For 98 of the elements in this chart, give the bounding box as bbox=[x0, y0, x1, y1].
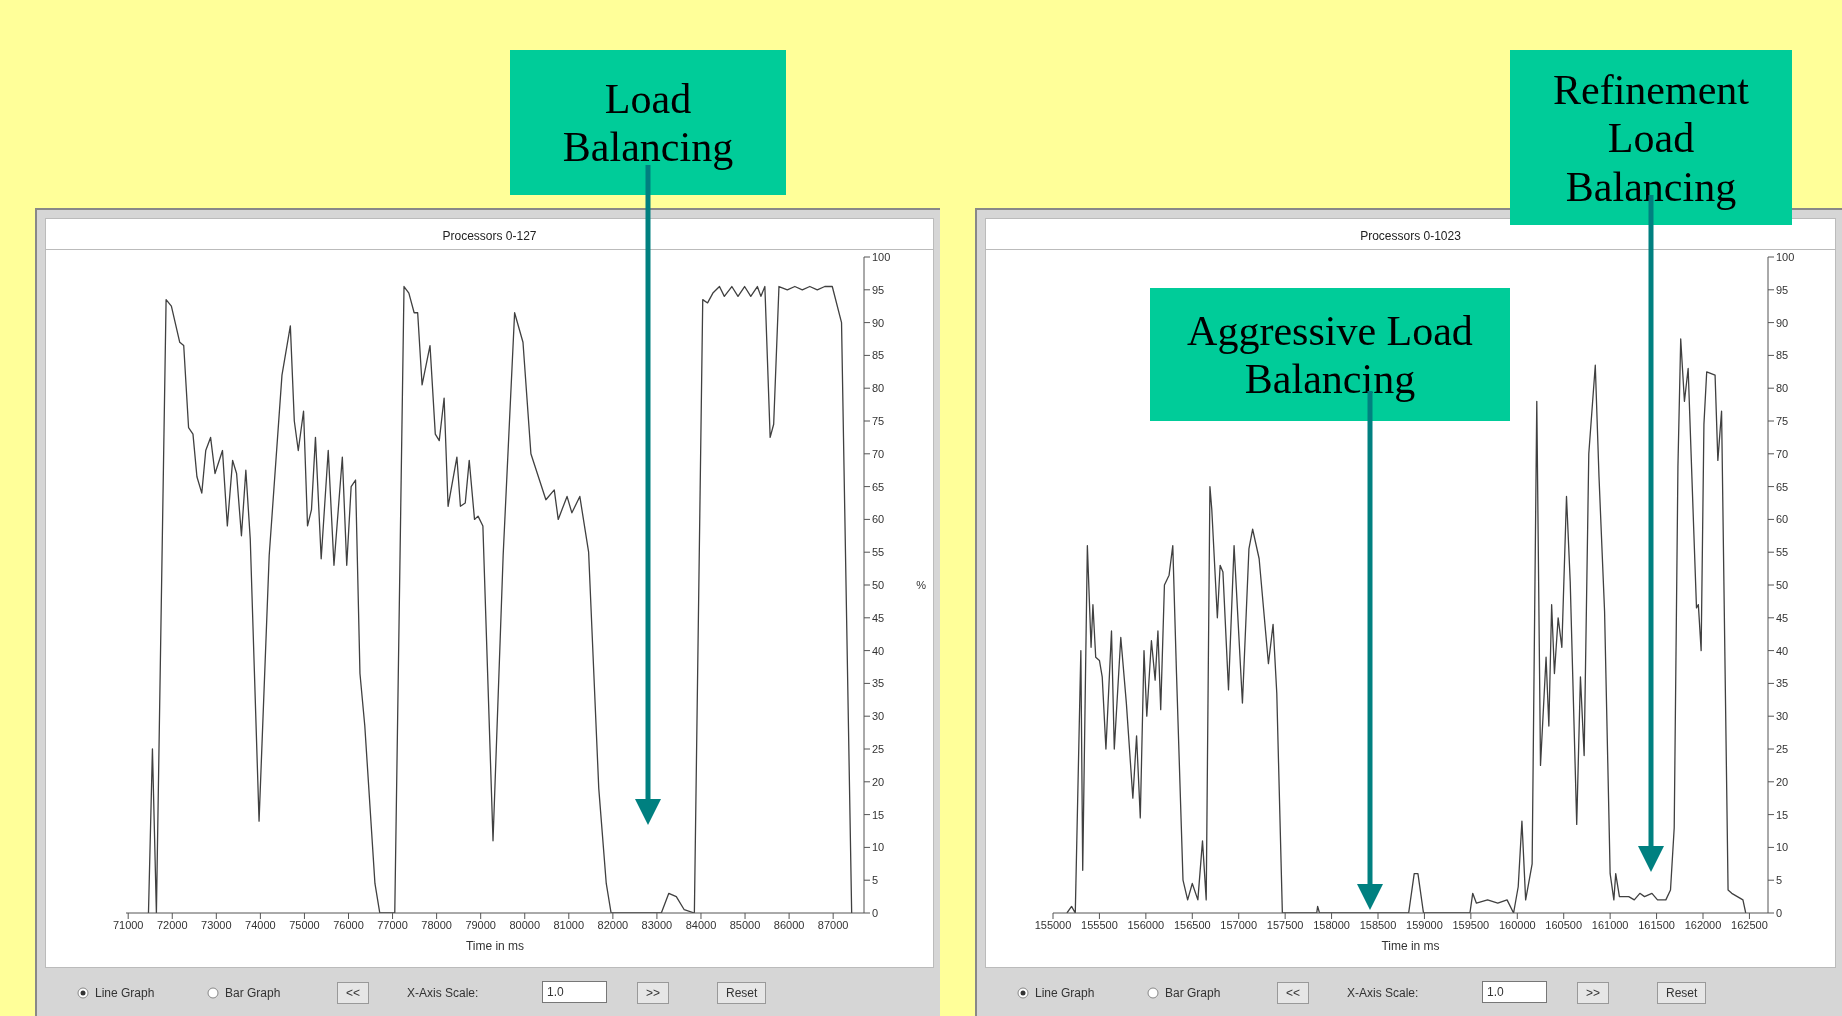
text: X-Axis Scale: bbox=[407, 986, 479, 1000]
y-tick-label: 40 bbox=[872, 644, 885, 657]
text: Bar Graph bbox=[225, 986, 281, 1000]
y-tick-label: 100 bbox=[872, 250, 891, 263]
x-tick-label: 160000 bbox=[1498, 918, 1536, 931]
y-tick-label: 45 bbox=[1776, 611, 1789, 624]
text: Line Graph bbox=[1035, 986, 1095, 1000]
y-tick-label: 5 bbox=[1776, 874, 1783, 887]
text: << bbox=[1277, 982, 1310, 1004]
y-tick-label: 85 bbox=[1776, 349, 1789, 362]
y-tick-label: 55 bbox=[1776, 546, 1789, 559]
text: 1.0 bbox=[1482, 981, 1547, 1003]
x-tick-label: 160500 bbox=[1545, 918, 1583, 931]
y-tick-label: 65 bbox=[1776, 480, 1789, 493]
y-tick-label: 50 bbox=[872, 578, 885, 591]
x-tick-label: 162000 bbox=[1684, 918, 1722, 931]
text: Refinement Load Balancing bbox=[1553, 66, 1750, 210]
y-tick-label: 100 bbox=[1776, 250, 1795, 263]
x-axis-title: Time in ms bbox=[1381, 939, 1440, 953]
x-tick-label: 155000 bbox=[1034, 918, 1072, 931]
text: Bar Graph bbox=[1165, 986, 1221, 1000]
y-tick-label: 40 bbox=[1776, 644, 1789, 657]
text: Reset bbox=[717, 982, 767, 1004]
x-tick-label: 85000 bbox=[729, 918, 761, 931]
y-tick-label: 60 bbox=[1776, 513, 1789, 526]
text: >> bbox=[637, 982, 670, 1004]
x-tick-label: 80000 bbox=[509, 918, 541, 931]
x-tick-label: 162500 bbox=[1731, 918, 1768, 931]
x-tick-label: 156500 bbox=[1173, 918, 1211, 931]
y-tick-label: 75 bbox=[872, 414, 885, 427]
y-tick-label: 80 bbox=[872, 382, 885, 395]
x-axis-title: Time in ms bbox=[465, 939, 525, 953]
x-tick-label: 72000 bbox=[156, 918, 188, 931]
x-tick-label: 161000 bbox=[1591, 918, 1629, 931]
x-tick-label: 158500 bbox=[1359, 918, 1397, 931]
y-tick-label: 45 bbox=[872, 611, 885, 624]
y-tick-label: 70 bbox=[1776, 447, 1789, 460]
y-tick-label: 70 bbox=[872, 447, 885, 460]
x-tick-label: 161500 bbox=[1638, 918, 1675, 931]
x-tick-label: 84000 bbox=[685, 918, 717, 931]
text: << bbox=[337, 982, 370, 1004]
y-tick-label: 90 bbox=[872, 316, 885, 329]
y-tick-label: 65 bbox=[872, 480, 885, 493]
text: 1.0 bbox=[542, 981, 607, 1003]
x-tick-label: 78000 bbox=[421, 918, 452, 931]
y-tick-label: 5 bbox=[872, 874, 879, 887]
y-tick-label: 30 bbox=[1776, 710, 1789, 723]
y-tick-label: 25 bbox=[1776, 742, 1789, 755]
text: Line Graph bbox=[95, 986, 155, 1000]
y-tick-label: 0 bbox=[872, 906, 879, 919]
y-tick-label: 60 bbox=[872, 513, 885, 526]
y-tick-label: 75 bbox=[1776, 414, 1789, 427]
y-tick-label: 0 bbox=[1776, 906, 1783, 919]
x-tick-label: 87000 bbox=[817, 918, 849, 931]
y-tick-label: 20 bbox=[872, 775, 885, 788]
chart-title: Processors 0-1023 bbox=[1359, 229, 1462, 243]
x-tick-label: 82000 bbox=[597, 918, 629, 931]
x-tick-label: 158000 bbox=[1313, 918, 1350, 931]
y-tick-label: 25 bbox=[872, 742, 885, 755]
y-tick-label: 30 bbox=[872, 710, 885, 723]
x-tick-label: 75000 bbox=[289, 918, 320, 931]
text: >> bbox=[1577, 982, 1610, 1004]
y-tick-label: 15 bbox=[1776, 808, 1789, 821]
line-series bbox=[147, 285, 853, 913]
chart-title: Processors 0-127 bbox=[441, 229, 538, 243]
x-tick-label: 159500 bbox=[1452, 918, 1490, 931]
annotation: Aggressive Load Balancing bbox=[1187, 308, 1473, 403]
text: Load Balancing bbox=[562, 76, 734, 171]
x-tick-label: 155500 bbox=[1081, 918, 1118, 931]
x-tick-label: 83000 bbox=[641, 918, 673, 931]
y-tick-label: 80 bbox=[1776, 382, 1789, 395]
y-tick-label: 50 bbox=[1776, 578, 1789, 591]
x-tick-label: 74000 bbox=[245, 918, 276, 931]
y-tick-label: 15 bbox=[872, 808, 885, 821]
x-tick-label: 86000 bbox=[773, 918, 805, 931]
x-tick-label: 73000 bbox=[201, 918, 232, 931]
x-tick-label: 81000 bbox=[553, 918, 585, 931]
x-tick-label: 77000 bbox=[377, 918, 408, 931]
y-tick-label: 20 bbox=[1776, 775, 1789, 788]
x-tick-label: 71000 bbox=[112, 918, 144, 931]
y-axis-title: % bbox=[916, 578, 927, 591]
x-tick-label: 157000 bbox=[1220, 918, 1258, 931]
y-tick-label: 95 bbox=[1776, 283, 1789, 296]
y-tick-label: 90 bbox=[1776, 316, 1789, 329]
y-tick-label: 10 bbox=[1776, 841, 1789, 854]
text: X-Axis Scale: bbox=[1347, 986, 1419, 1000]
y-tick-label: 95 bbox=[872, 283, 885, 296]
x-tick-label: 156000 bbox=[1127, 918, 1165, 931]
y-tick-label: 35 bbox=[1776, 677, 1789, 690]
x-tick-label: 157500 bbox=[1266, 918, 1304, 931]
x-tick-label: 76000 bbox=[333, 918, 364, 931]
y-tick-label: 35 bbox=[872, 677, 885, 690]
y-tick-label: 55 bbox=[872, 546, 885, 559]
y-tick-label: 10 bbox=[872, 841, 885, 854]
x-tick-label: 79000 bbox=[465, 918, 496, 931]
text: Reset bbox=[1657, 982, 1707, 1004]
x-tick-label: 159000 bbox=[1406, 918, 1443, 931]
y-tick-label: 85 bbox=[872, 349, 885, 362]
